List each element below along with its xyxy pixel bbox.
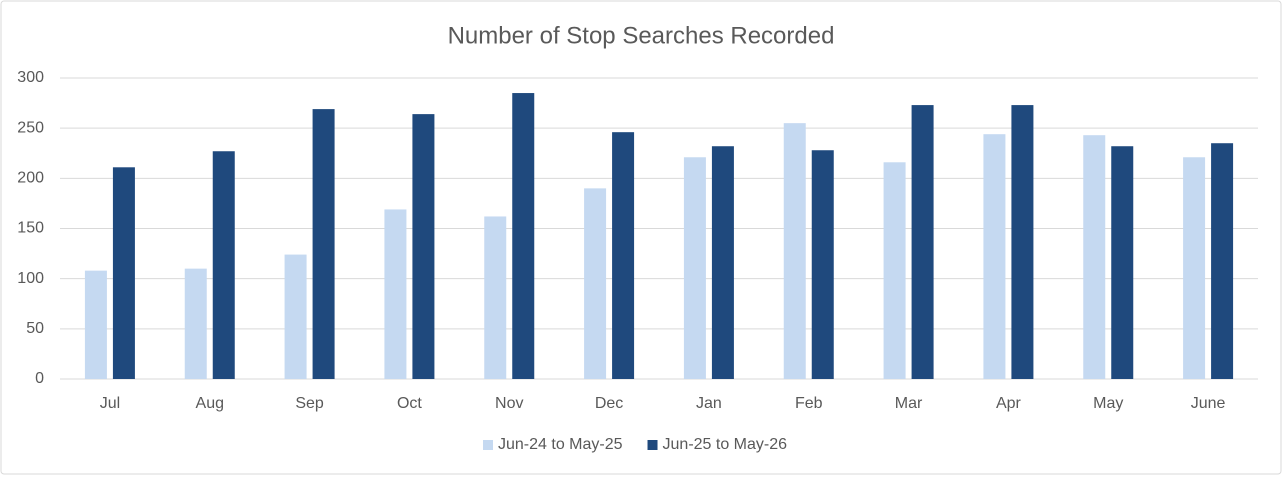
legend-swatch: [483, 440, 493, 450]
x-tick-label: Dec: [595, 395, 623, 412]
bar: [883, 162, 906, 379]
legend-label: Jun-24 to May-25: [498, 436, 623, 453]
bar: [683, 157, 706, 379]
y-tick-label: 100: [17, 270, 44, 287]
bar: [212, 151, 235, 379]
x-tick-label: Nov: [495, 395, 523, 412]
bar: [711, 146, 734, 379]
x-tick-label: Jan: [696, 395, 722, 412]
x-tick-label: Aug: [196, 395, 224, 412]
bar: [84, 270, 107, 379]
bar: [1083, 135, 1106, 379]
x-tick-label: Sep: [295, 395, 324, 412]
bar: [783, 123, 806, 380]
bar: [284, 254, 307, 379]
bar: [184, 268, 207, 379]
bar: [911, 105, 934, 379]
bar: [811, 150, 834, 379]
x-tick-label: Mar: [895, 395, 923, 412]
bar: [584, 188, 607, 379]
bar: [412, 114, 435, 380]
bar: [1183, 157, 1206, 379]
y-tick-label: 150: [17, 220, 44, 237]
x-tick-label: Feb: [795, 395, 823, 412]
x-tick-label: Jul: [100, 395, 120, 412]
y-tick-label: 250: [17, 119, 44, 136]
y-tick-label: 50: [26, 320, 44, 337]
bar: [983, 134, 1006, 379]
bar: [312, 109, 335, 379]
bar: [1211, 143, 1234, 379]
x-tick-label: May: [1093, 395, 1123, 412]
bar: [512, 93, 535, 380]
bar: [384, 209, 407, 379]
bar: [612, 132, 635, 379]
y-tick-label: 300: [17, 69, 44, 86]
y-tick-label: 0: [35, 370, 44, 387]
bar: [112, 167, 135, 379]
legend-label: Jun-25 to May-26: [663, 436, 788, 453]
x-tick-label: Apr: [996, 395, 1022, 412]
chart-title: Number of Stop Searches Recorded: [448, 22, 835, 49]
bar: [1111, 146, 1134, 379]
legend-swatch: [647, 440, 658, 450]
y-tick-label: 200: [17, 170, 44, 187]
x-tick-label: June: [1191, 395, 1226, 412]
x-tick-label: Oct: [397, 395, 422, 412]
bar: [1011, 105, 1034, 379]
bar: [484, 216, 507, 379]
